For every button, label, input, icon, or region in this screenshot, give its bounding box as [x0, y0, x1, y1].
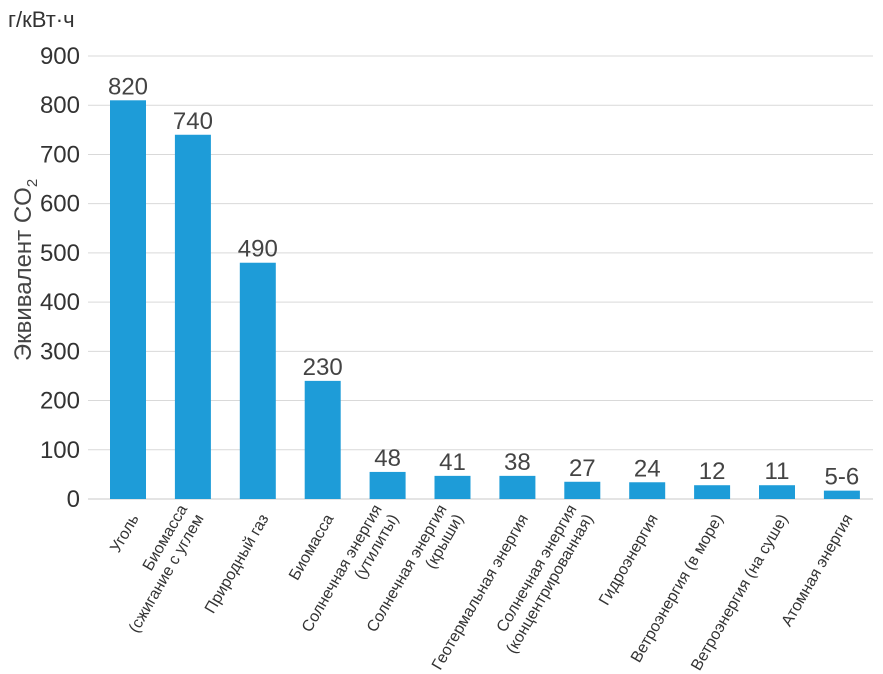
x-category-label-line: Уголь [107, 512, 142, 556]
y-tick-label: 300 [40, 338, 80, 365]
bar [304, 380, 341, 499]
data-labels: 820 740 490 230 48 41 38 27 24 12 11 5-6 [108, 73, 859, 490]
y-axis-unit: г/кВт·ч [8, 7, 75, 32]
data-label: 48 [374, 445, 401, 472]
data-label: 5-6 [825, 464, 860, 491]
y-axis-title-subscript: 2 [24, 179, 41, 187]
bar [110, 100, 146, 500]
data-label: 11 [765, 458, 790, 485]
data-label: 41 [439, 449, 466, 476]
y-axis-title-main: Эквивалент CO [10, 187, 37, 361]
y-tick-label: 400 [40, 289, 80, 316]
bar [629, 482, 666, 499]
grid-lines [88, 55, 873, 500]
y-tick-label: 200 [40, 388, 80, 415]
y-tick-label: 500 [40, 240, 80, 267]
data-label: 24 [634, 455, 661, 482]
y-tick-label: 900 [40, 43, 80, 70]
data-label: 38 [504, 449, 531, 476]
bar [823, 490, 860, 499]
y-tick-label: 100 [40, 437, 80, 464]
data-label: 27 [569, 455, 596, 482]
x-category-label: Уголь [107, 512, 142, 556]
y-tick-label: 600 [40, 191, 80, 218]
data-label: 820 [108, 73, 148, 100]
bar [564, 481, 601, 499]
bar [174, 134, 211, 499]
x-category-label-line: Природный газ [202, 512, 272, 617]
y-tick-label: 0 [67, 486, 80, 513]
x-category-label: Природный газ [202, 512, 272, 617]
bar [434, 475, 471, 499]
x-category-label-line: Гидроэнергия [596, 512, 662, 609]
bar [694, 485, 731, 499]
bar [239, 262, 276, 499]
data-label: 230 [303, 354, 343, 381]
y-axis-tick-labels: 0 100 200 300 400 500 600 700 800 900 [40, 43, 80, 513]
data-label: 490 [238, 236, 278, 263]
x-category-label: Гидроэнергия [596, 512, 662, 609]
bars [110, 100, 860, 500]
x-category-label: Солнечная энергия(концентрированная) [487, 502, 597, 657]
y-tick-label: 700 [40, 141, 80, 168]
y-axis-title: Эквивалент CO2 [10, 179, 41, 361]
x-category-label: Атомная энергия [779, 512, 857, 630]
data-label: 740 [173, 108, 213, 135]
bar [759, 485, 795, 499]
y-tick-label: 800 [40, 92, 80, 119]
bar [499, 475, 536, 499]
bar [369, 471, 406, 499]
data-label: 12 [699, 458, 726, 485]
x-category-label-line: Атомная энергия [779, 512, 857, 630]
x-category-label: Солнечная энергия(утилиты) [299, 502, 402, 645]
